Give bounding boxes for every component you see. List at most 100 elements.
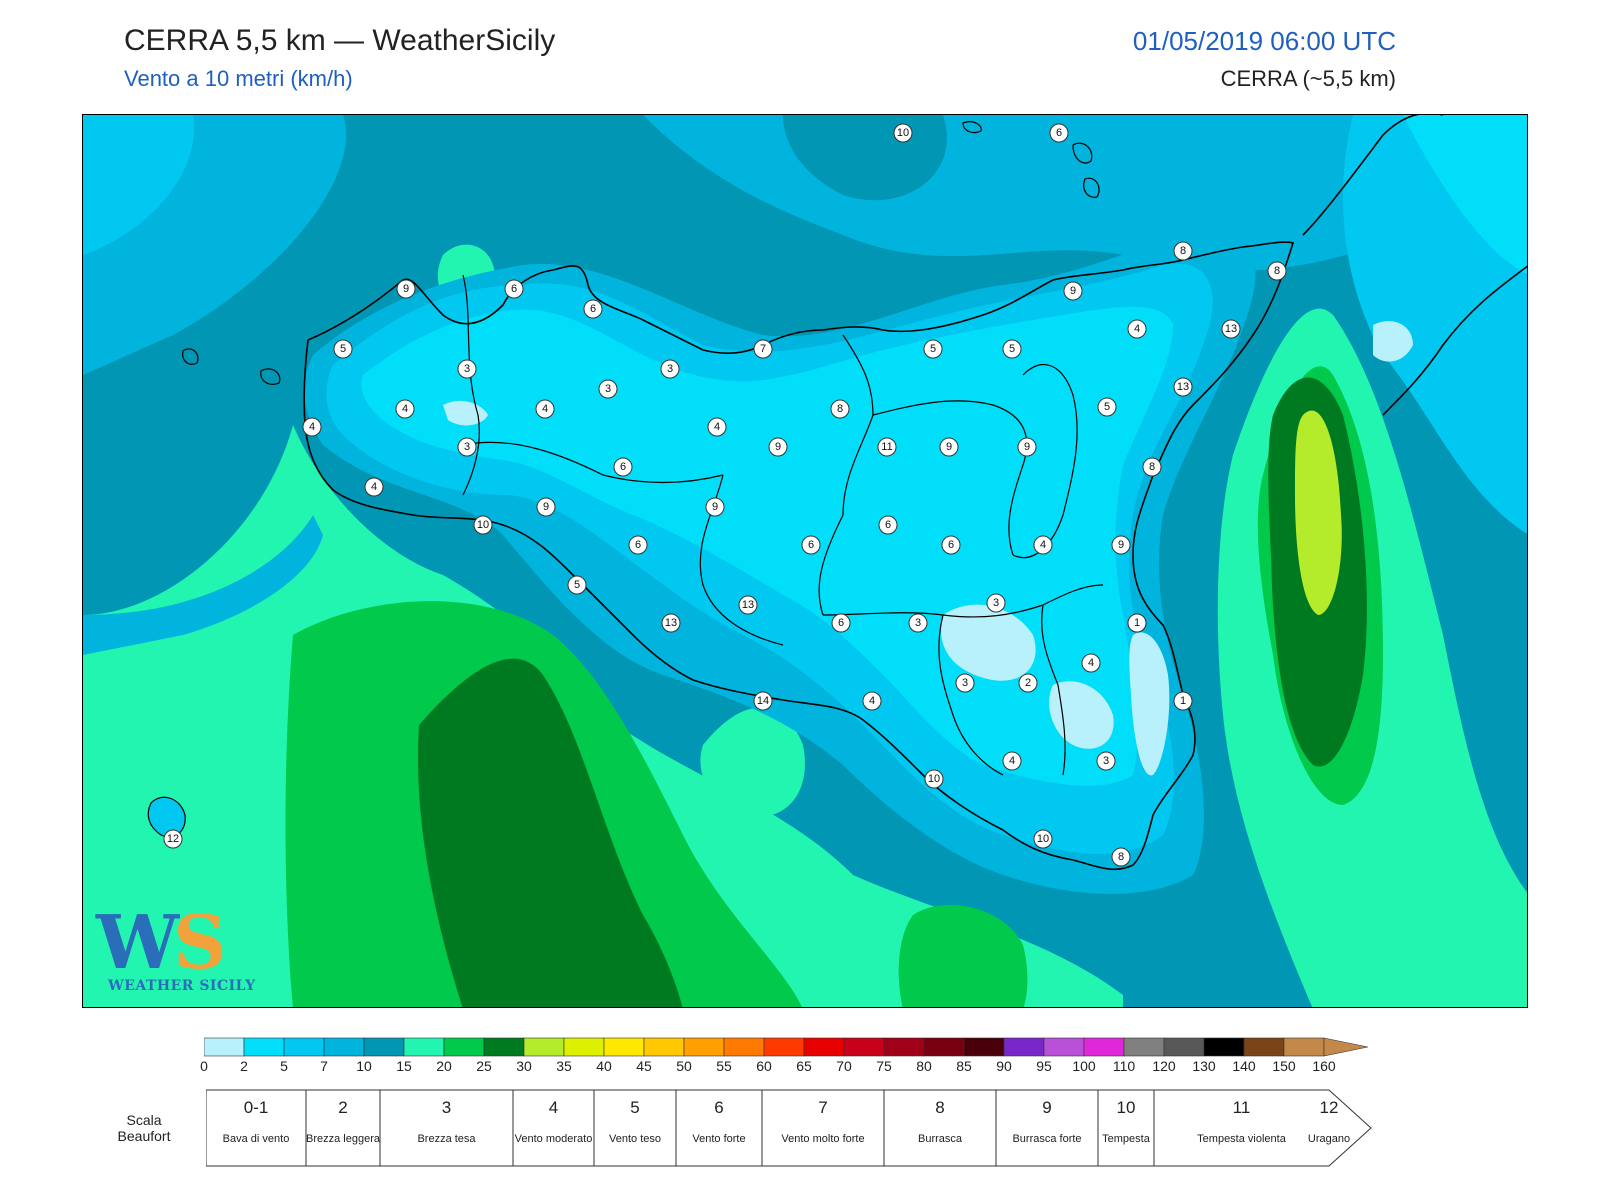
colorbar-tick-label: 70: [836, 1058, 852, 1074]
station-wind-value: 3: [457, 437, 477, 457]
colorbar-tick-label: 120: [1152, 1058, 1176, 1074]
colorbar-tick-label: 60: [756, 1058, 772, 1074]
station-value-label: 9: [712, 501, 718, 513]
station-marker: [1002, 751, 1022, 771]
colorbar-tick-label: 95: [1036, 1058, 1052, 1074]
beaufort-class-number: 6: [714, 1098, 724, 1117]
beaufort-class-description: Vento molto forte: [781, 1133, 865, 1145]
station-value-label: 9: [1070, 285, 1076, 297]
aeolian-island: [962, 121, 982, 134]
beaufort-class-number: 9: [1042, 1098, 1052, 1117]
station-wind-value: 9: [768, 437, 788, 457]
station-marker: [878, 515, 898, 535]
colorbar-tick-label: 0: [200, 1058, 208, 1074]
station-marker: [1063, 281, 1083, 301]
station-value-label: 5: [930, 343, 936, 355]
station-value-label: 6: [635, 539, 641, 551]
beaufort-class-description: Burrasca forte: [1012, 1133, 1082, 1145]
beaufort-class-description: Brezza leggera: [306, 1133, 380, 1145]
station-wind-value: 8: [830, 399, 850, 419]
station-wind-value: 10: [893, 123, 913, 143]
station-wind-value: 10: [473, 515, 493, 535]
province-border: [822, 584, 1104, 618]
station-wind-value: 9: [1017, 437, 1037, 457]
station-value-label: 10: [477, 519, 489, 531]
colorbar-tick-label: 50: [676, 1058, 692, 1074]
wind-map: 10 6 8 8 9 6 6 9 5 7 5 5 4 13 3 3 3 13 4 4 4 8 5 9 3 4 9 11 9 8 6 6 4 9 9 1…: [82, 114, 1528, 1008]
station-value-label: 6: [1056, 127, 1062, 139]
wind-contour: [1403, 115, 1527, 274]
colorbar-tick-label: 85: [956, 1058, 972, 1074]
colorbar-tick-label: 35: [556, 1058, 572, 1074]
station-wind-value: 3: [1096, 751, 1116, 771]
station-wind-value: 8: [1142, 457, 1162, 477]
colorbar-tick-label: 40: [596, 1058, 612, 1074]
beaufort-class-description: Tempesta violenta: [1197, 1133, 1286, 1145]
province-border: [872, 400, 1028, 556]
station-wind-value: 4: [302, 417, 322, 437]
station-marker: [628, 535, 648, 555]
station-wind-value: 6: [1049, 123, 1069, 143]
colorbar-segment: [843, 1037, 885, 1057]
station-marker: [831, 613, 851, 633]
station-value-label: 4: [309, 421, 315, 433]
station-marker: [1033, 535, 1053, 555]
weather-sicily-logo: WS WEATHER SICILY: [96, 906, 256, 996]
wind-contour: [941, 604, 1036, 681]
station-value-label: 9: [775, 441, 781, 453]
beaufort-title: Scala Beaufort: [117, 1112, 171, 1144]
beaufort-class-number: 11: [1232, 1098, 1251, 1117]
station-wind-value: 10: [1033, 829, 1053, 849]
station-marker: [364, 477, 384, 497]
colorbar-segment: [803, 1037, 845, 1057]
station-marker: [1097, 397, 1117, 417]
station-wind-value: 10: [924, 769, 944, 789]
colorbar-tick-label: 7: [320, 1058, 328, 1074]
station-value-label: 4: [1134, 323, 1140, 335]
station-marker: [1267, 261, 1287, 281]
station-value-label: 4: [1088, 657, 1094, 669]
station-marker: [457, 437, 477, 457]
colorbar-tick-label: 150: [1272, 1058, 1296, 1074]
station-value-label: 4: [371, 481, 377, 493]
colorbar-segment: [1003, 1037, 1045, 1057]
station-value-label: 5: [340, 343, 346, 355]
colorbar-segment: [1163, 1037, 1205, 1057]
colorbar: [204, 1037, 1369, 1057]
station-wind-value: 1: [1173, 691, 1193, 711]
station-wind-value: 4: [862, 691, 882, 711]
station-marker: [1173, 241, 1193, 261]
station-marker: [1049, 123, 1069, 143]
wind-contour: [1129, 632, 1170, 776]
colorbar-segment: [563, 1037, 605, 1057]
station-wind-value: 9: [1111, 535, 1131, 555]
station-marker: [567, 575, 587, 595]
beaufort-class-description: Brezza tesa: [417, 1133, 476, 1145]
station-wind-value: 4: [535, 399, 555, 419]
station-marker: [753, 691, 773, 711]
station-marker: [801, 535, 821, 555]
station-value-label: 9: [946, 441, 952, 453]
station-marker: [613, 457, 633, 477]
colorbar-arrow: [1323, 1037, 1369, 1057]
station-wind-value: 8: [1173, 241, 1193, 261]
station-wind-value: 13: [1221, 319, 1241, 339]
logo-letter-s: S: [173, 900, 227, 986]
station-value-label: 4: [1040, 539, 1046, 551]
colorbar-segment: [523, 1037, 565, 1057]
station-marker: [955, 673, 975, 693]
colorbar-segment: [1083, 1037, 1125, 1057]
station-wind-value: 8: [1267, 261, 1287, 281]
aeolian-island: [1083, 177, 1100, 198]
wind-contour: [443, 400, 488, 426]
wind-contour: [83, 515, 323, 655]
wind-contour: [1373, 321, 1413, 362]
province-border: [938, 614, 1004, 776]
station-marker: [1221, 319, 1241, 339]
station-marker: [1142, 457, 1162, 477]
beaufort-class-number: 8: [935, 1098, 945, 1117]
station-wind-value: 4: [364, 477, 384, 497]
station-value-label: 13: [742, 599, 754, 611]
station-wind-value: 6: [504, 279, 524, 299]
